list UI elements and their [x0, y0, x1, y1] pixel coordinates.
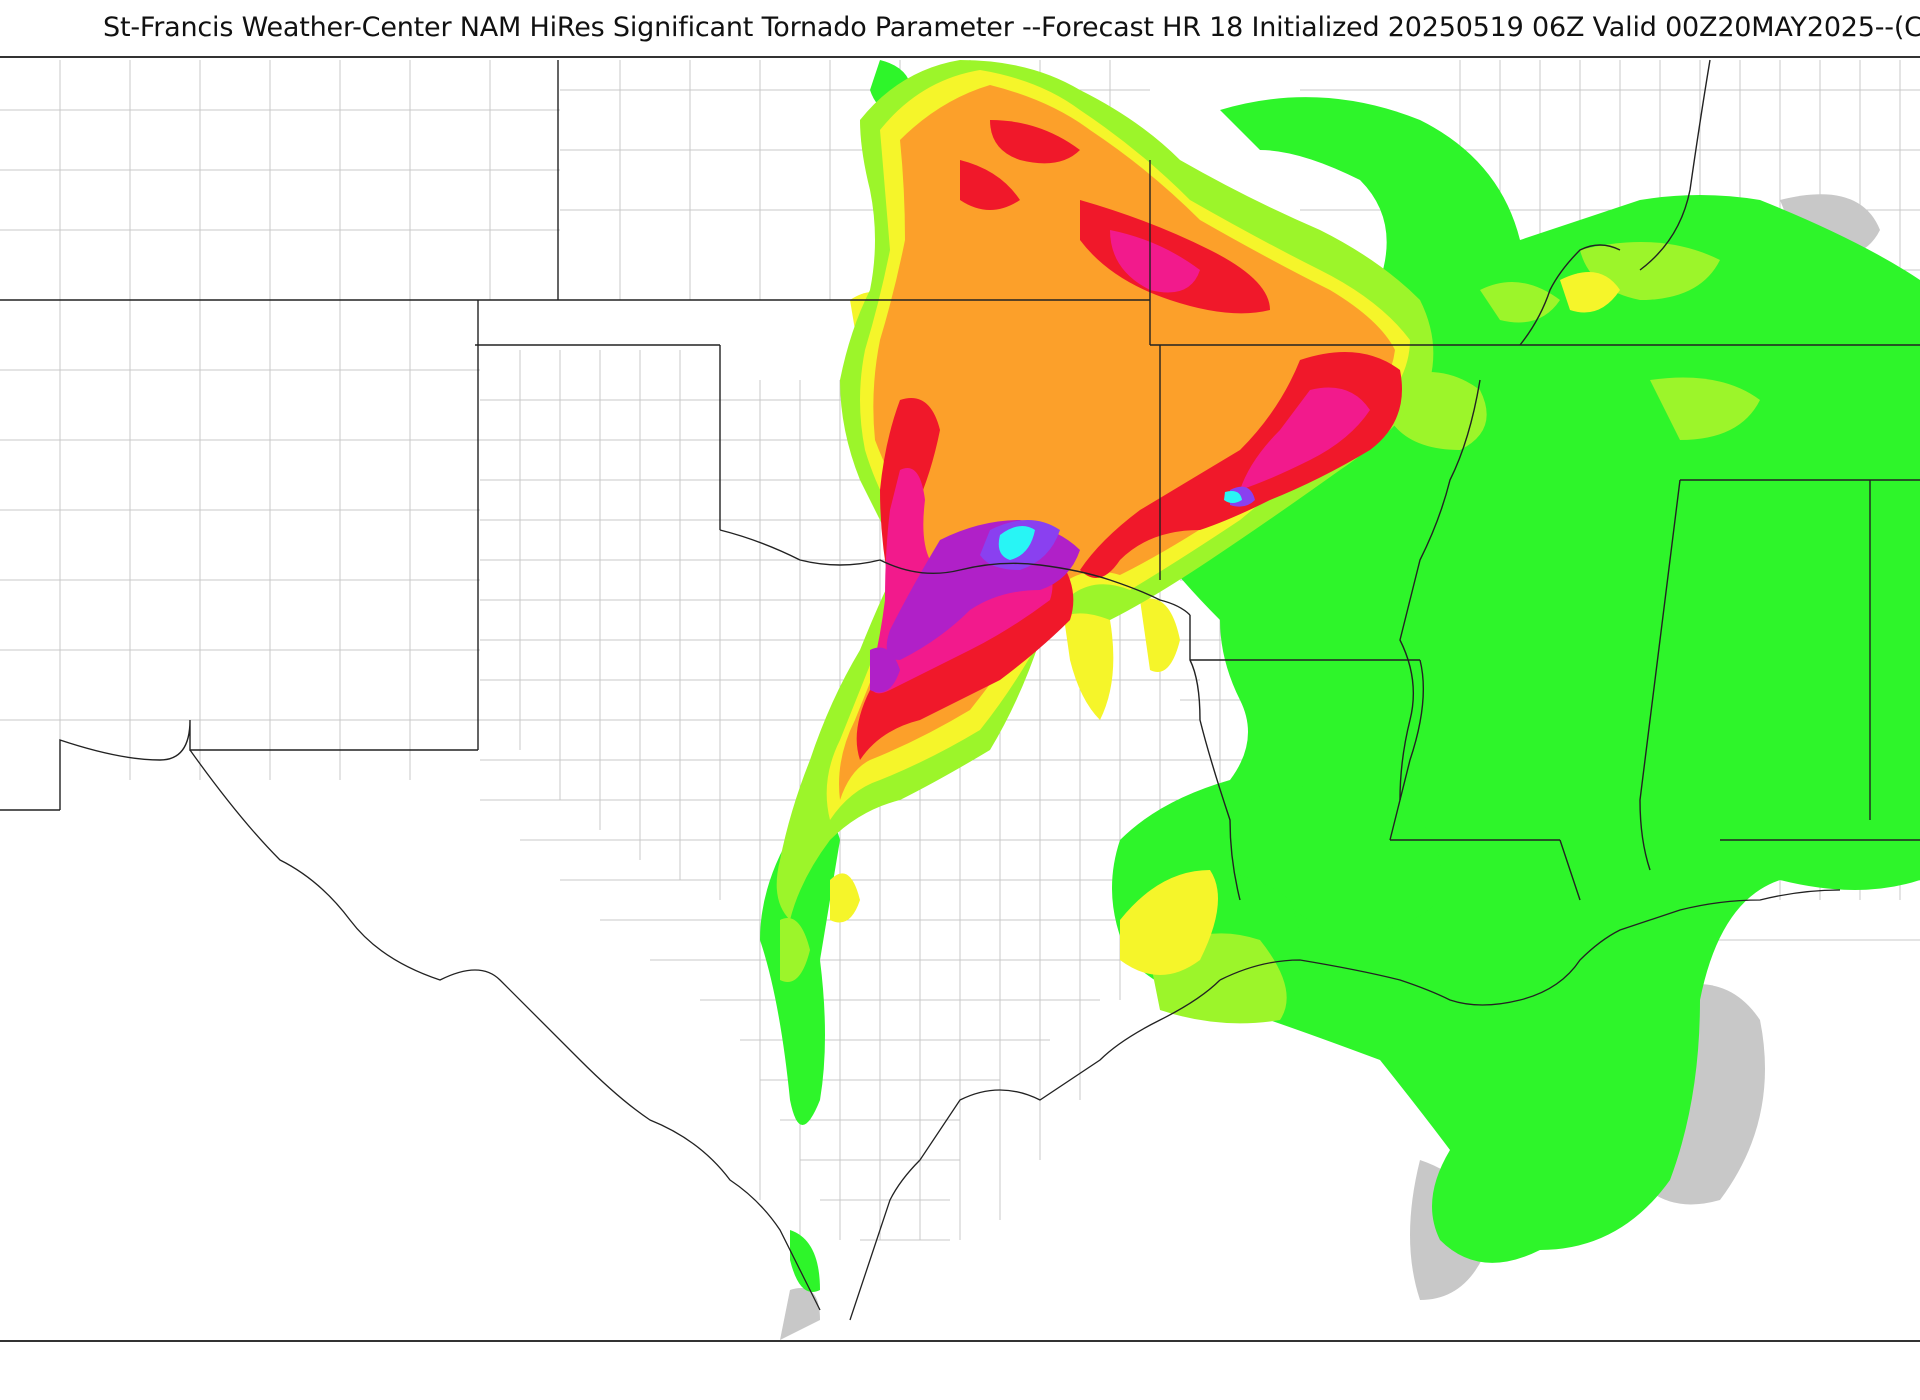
coastline — [189, 749, 1841, 1321]
map-frame — [0, 56, 1920, 1342]
weather-map — [0, 59, 1920, 1340]
title-bar: St-Francis Weather-Center NAM HiRes Sign… — [0, 0, 1920, 56]
stp-level-9-area — [998, 491, 1242, 560]
state-borders — [0, 59, 1920, 901]
map-title: St-Francis Weather-Center NAM HiRes Sign… — [103, 12, 1920, 43]
